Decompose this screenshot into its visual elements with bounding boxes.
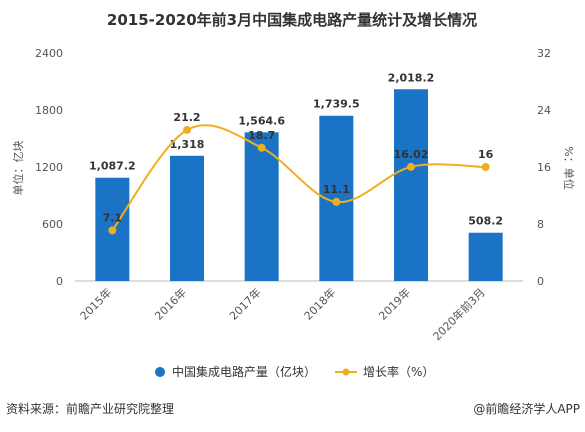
x-tick-label: 2015年: [77, 285, 114, 322]
bar-value-label: 1,564.6: [238, 114, 285, 127]
bar-series: [95, 89, 503, 282]
line-value-label: 18.7: [248, 129, 275, 142]
y2-tick-label: 24: [537, 104, 551, 117]
line-point: [407, 162, 415, 171]
line-value-label: 16: [478, 148, 494, 161]
x-tick-label: 2016年: [152, 285, 189, 322]
y2-tick-label: 8: [537, 218, 544, 231]
y-axis-ticks: 0 600 1200 1800 2400: [35, 47, 63, 288]
legend-line-marker-dot: [342, 368, 350, 376]
line-value-label: 7.1: [103, 211, 123, 224]
line-point: [257, 143, 266, 152]
y-tick-label: 1800: [35, 104, 63, 117]
bar-value-label: 1,318: [170, 138, 205, 151]
bar: [394, 89, 428, 282]
line-point: [108, 226, 117, 235]
x-tick-label: 2017年: [226, 285, 263, 322]
line-value-labels: 7.1 21.2 18.7 11.1 16.02 16: [103, 111, 494, 224]
y2-axis-ticks: 0 8 16 24 32: [537, 47, 551, 288]
bar-value-labels: 1,087.2 1,318 1,564.6 1,739.5 2,018.2 508.2: [89, 71, 503, 227]
source-note: 资料来源：前瞻产业研究院整理: [6, 401, 174, 416]
chart-title: 2015-2020年前3月中国集成电路产量统计及增长情况: [107, 11, 477, 29]
y-tick-label: 600: [42, 218, 63, 231]
brand-note: @前瞻经济学人APP: [473, 401, 580, 416]
y2-axis-label: %：单位: [562, 146, 576, 189]
bar: [170, 155, 204, 281]
x-tick-label: 2019年: [376, 285, 413, 322]
y2-tick-label: 16: [537, 161, 551, 174]
line-series: [108, 124, 490, 235]
bar-value-label: 2,018.2: [388, 71, 435, 84]
x-tick-label: 2020年前3月: [430, 285, 488, 343]
y-tick-label: 2400: [35, 47, 63, 60]
bar-value-label: 1,739.5: [313, 98, 360, 111]
line-value-label: 16.02: [394, 148, 429, 161]
y2-tick-label: 0: [537, 275, 544, 288]
bar: [244, 132, 279, 281]
legend-line-label: 增长率（%）: [363, 364, 434, 379]
line-point: [481, 163, 490, 171]
x-tick-label: 2018年: [301, 285, 338, 322]
y-axis-label: 单位：亿块: [11, 141, 25, 196]
y-tick-label: 1200: [35, 161, 63, 174]
growth-line: [111, 124, 486, 232]
x-axis-ticks: 2015年 2016年 2017年 2018年 2019年 2020年前3月: [77, 285, 488, 343]
legend: 中国集成电路产量（亿块） 增长率（%）: [155, 364, 434, 379]
legend-bar-marker: [155, 367, 165, 377]
line-point: [332, 197, 341, 206]
legend-bar-label: 中国集成电路产量（亿块）: [172, 364, 316, 379]
bar-value-label: 508.2: [468, 215, 503, 228]
line-point: [183, 125, 191, 134]
y-tick-label: 0: [56, 275, 63, 288]
line-value-label: 11.1: [323, 183, 350, 196]
line-value-label: 21.2: [173, 111, 200, 124]
y2-tick-label: 32: [537, 47, 551, 60]
bar-value-label: 1,087.2: [89, 160, 136, 173]
bar: [468, 232, 503, 281]
